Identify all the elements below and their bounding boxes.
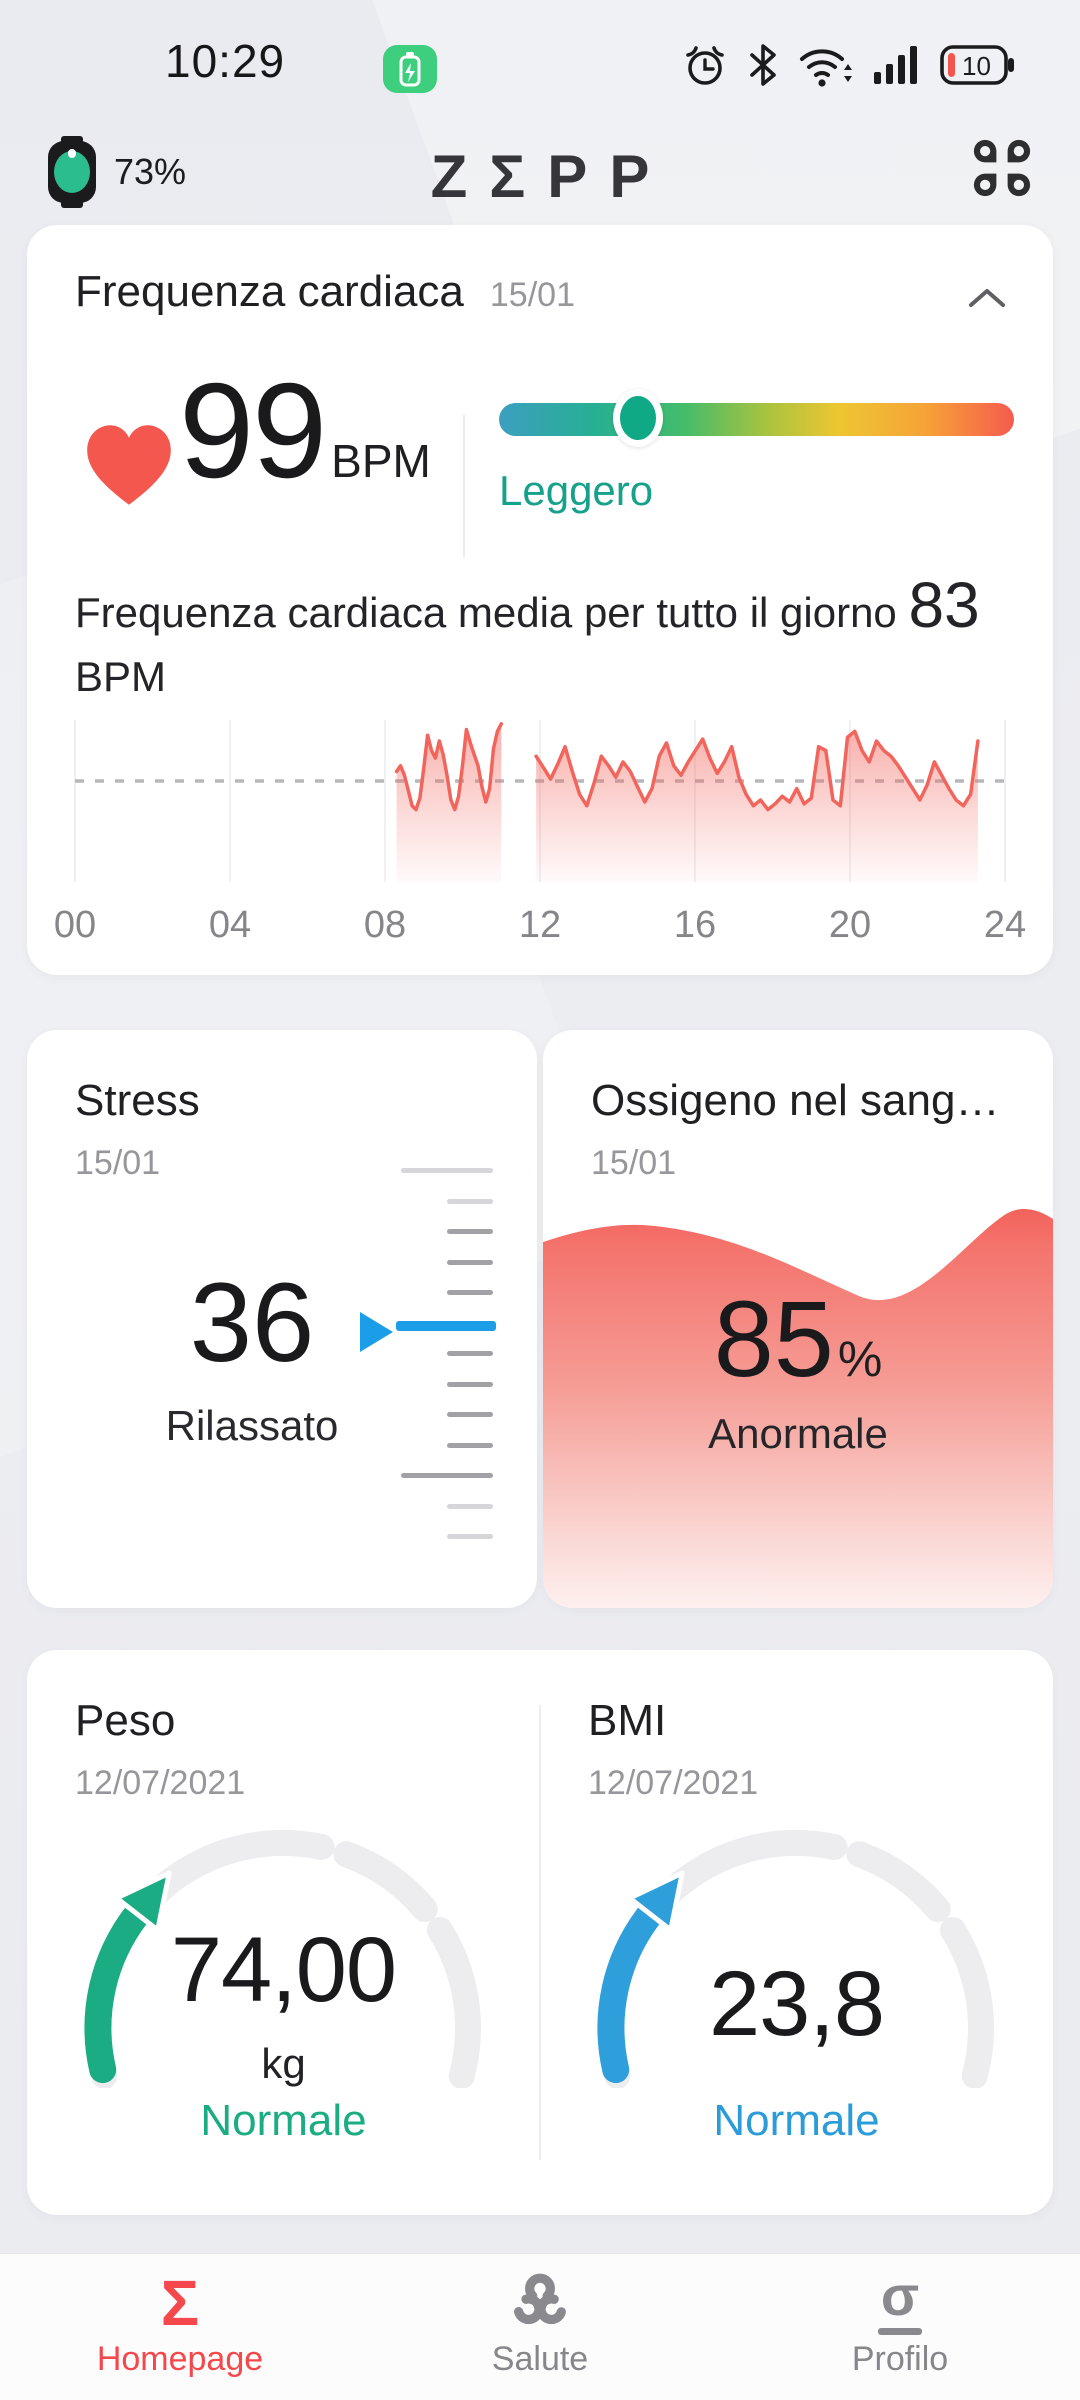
ruler-tick — [401, 1168, 493, 1173]
ruler-tick — [401, 1473, 493, 1478]
stress-value: 36 — [189, 1260, 315, 1385]
divider — [463, 415, 465, 557]
heart-rate-value: 99 BPM — [179, 355, 431, 506]
nav-label: Profilo — [851, 2340, 949, 2378]
signal-icon — [874, 46, 917, 84]
heart-rate-day-chart: 00 04 08 12 16 20 24 — [54, 720, 1026, 946]
app-header: 73% ZΣPP — [0, 118, 1080, 228]
divider — [539, 1705, 541, 2160]
battery-icon: 10 — [940, 45, 1014, 85]
card-title: Frequenza cardiaca — [75, 267, 464, 316]
status-bar: 10:29 — [0, 0, 1080, 110]
bmi-status: Normale — [713, 2096, 880, 2145]
blood-oxygen-card[interactable]: Ossigeno nel sang… 15/01 85 % Anormale — [543, 1030, 1053, 1608]
spo2-percent-sign: % — [837, 1331, 883, 1387]
ruler-tick — [447, 1503, 493, 1509]
card-title: Stress — [75, 1076, 200, 1125]
svg-text:08: 08 — [364, 904, 406, 946]
stress-card-header: Stress 15/01 — [75, 1076, 200, 1183]
wifi-icon — [800, 49, 852, 87]
battery-percent-text: 10 — [962, 51, 991, 81]
heart-icon — [87, 425, 171, 505]
bmi-value: 23,8 — [708, 1953, 885, 2055]
watch-battery-percent: 73% — [114, 151, 187, 192]
card-title: BMI — [588, 1696, 667, 1745]
bpm-value: 99 — [179, 355, 327, 506]
weight-unit: kg — [261, 2040, 306, 2087]
nav-salute[interactable]: Salute — [360, 2254, 720, 2400]
avg-value: 83 — [908, 569, 980, 641]
spo2-status: Anormale — [708, 1410, 888, 1457]
card-date: 15/01 — [591, 1144, 677, 1182]
svg-text:04: 04 — [209, 904, 251, 946]
bmi-header: BMI 12/07/2021 — [588, 1696, 758, 1803]
clock-time: 10:29 — [165, 35, 286, 87]
svg-text:24: 24 — [984, 904, 1026, 946]
watch-icon — [48, 136, 96, 208]
card-title: Ossigeno nel sang… — [591, 1076, 1000, 1125]
stress-ruler — [396, 1168, 496, 1568]
ruler-tick — [447, 1381, 493, 1387]
status-icons: 10 — [682, 40, 1016, 90]
heart-rate-card-header: Frequenza cardiaca 15/01 — [75, 267, 575, 317]
weight-value: 74,00 — [170, 1919, 397, 2021]
bottom-nav: Σ Homepage Salute σ Profilo — [0, 2253, 1080, 2400]
stress-status: Rilassato — [165, 1402, 339, 1449]
profile-sigma-icon: σ — [878, 2268, 922, 2335]
stress-value-line — [396, 1320, 496, 1331]
watch-battery[interactable]: 73% — [44, 136, 186, 208]
ruler-tick — [447, 1412, 493, 1417]
weight-header: Peso 12/07/2021 — [75, 1696, 245, 1803]
nav-label: Salute — [491, 2340, 589, 2378]
ruler-tick — [447, 1198, 493, 1204]
apps-grid-icon[interactable] — [972, 138, 1032, 198]
bmi-tile[interactable]: BMI 12/07/2021 23,8 Normale — [540, 1650, 1053, 2215]
avg-unit: BPM — [75, 653, 167, 700]
weight-gauge — [84, 1830, 481, 2088]
chevron-up-icon[interactable] — [967, 287, 1007, 309]
avg-text-prefix: Frequenza cardiaca media per tutto il gi… — [75, 589, 897, 636]
average-heart-rate-text: Frequenza cardiaca media per tutto il gi… — [75, 573, 1020, 709]
stress-pointer-icon — [360, 1312, 393, 1352]
body-metrics-card: Peso 12/07/2021 74,00 kg Normale BMI 12/… — [27, 1650, 1053, 2215]
nav-profilo[interactable]: σ Profilo — [720, 2254, 1080, 2400]
card-date: 15/01 — [75, 1144, 161, 1182]
spo2-card-header: Ossigeno nel sang… 15/01 — [591, 1076, 999, 1183]
card-date: 15/01 — [489, 276, 575, 314]
spo2-percent: 85 — [713, 1278, 834, 1399]
card-title: Peso — [75, 1696, 176, 1745]
bluetooth-icon — [750, 44, 776, 86]
svg-text:16: 16 — [674, 904, 716, 946]
spo2-value: 85 % — [543, 1276, 1053, 1401]
stress-card[interactable]: Stress 15/01 36 Rilassato — [27, 1030, 537, 1608]
ruler-tick — [447, 1229, 493, 1234]
spo2-wave — [543, 1208, 1053, 1608]
svg-text:20: 20 — [829, 904, 871, 946]
card-date: 12/07/2021 — [75, 1764, 246, 1802]
ruler-tick — [447, 1351, 493, 1356]
weight-tile[interactable]: Peso 12/07/2021 74,00 kg Normale — [27, 1650, 540, 2215]
alarm-icon — [686, 46, 724, 85]
zone-label: Leggero — [499, 467, 654, 514]
sigma-home-icon: Σ — [160, 2267, 200, 2339]
heart-rate-card[interactable]: Frequenza cardiaca 15/01 99 BPM Leggero … — [27, 225, 1053, 975]
ruler-tick — [447, 1534, 493, 1539]
ruler-tick — [447, 1259, 493, 1265]
bpm-unit: BPM — [331, 435, 431, 487]
svg-text:00: 00 — [54, 904, 96, 946]
bmi-gauge — [597, 1830, 994, 2088]
zepp-logo: ZΣPP — [430, 143, 672, 210]
weight-status: Normale — [200, 2096, 367, 2145]
nav-homepage[interactable]: Σ Homepage — [0, 2254, 360, 2400]
charging-battery-icon — [383, 45, 437, 93]
health-knot-icon — [513, 2273, 567, 2325]
svg-text:12: 12 — [519, 904, 561, 946]
card-date: 12/07/2021 — [588, 1764, 759, 1802]
zone-slider-knob — [613, 389, 664, 447]
ruler-tick — [447, 1442, 493, 1448]
ruler-tick — [447, 1290, 493, 1295]
heart-rate-zone-slider — [499, 403, 1014, 436]
nav-label: Homepage — [96, 2340, 264, 2378]
